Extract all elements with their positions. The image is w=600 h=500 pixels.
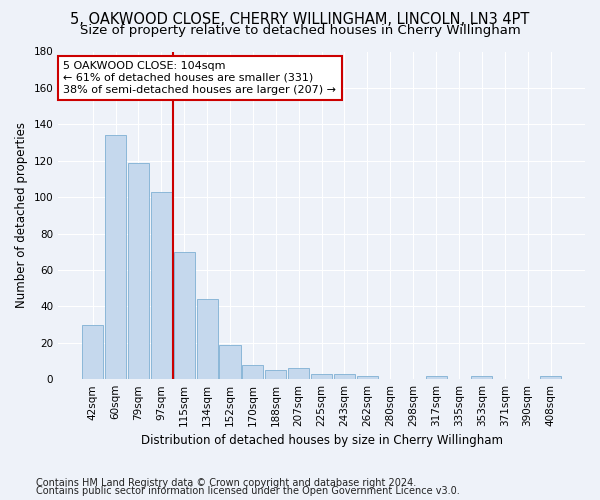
Bar xyxy=(357,376,378,379)
Bar xyxy=(265,370,286,379)
Bar xyxy=(242,364,263,379)
Text: Contains public sector information licensed under the Open Government Licence v3: Contains public sector information licen… xyxy=(36,486,460,496)
Bar xyxy=(197,299,218,379)
Bar xyxy=(540,376,561,379)
Bar xyxy=(311,374,332,379)
Bar xyxy=(472,376,493,379)
Text: 5 OAKWOOD CLOSE: 104sqm
← 61% of detached houses are smaller (331)
38% of semi-d: 5 OAKWOOD CLOSE: 104sqm ← 61% of detache… xyxy=(64,62,337,94)
Bar xyxy=(288,368,309,379)
Bar xyxy=(151,192,172,379)
Bar xyxy=(105,135,126,379)
X-axis label: Distribution of detached houses by size in Cherry Willingham: Distribution of detached houses by size … xyxy=(140,434,503,448)
Bar xyxy=(220,344,241,379)
Bar xyxy=(425,376,446,379)
Bar xyxy=(128,162,149,379)
Text: 5, OAKWOOD CLOSE, CHERRY WILLINGHAM, LINCOLN, LN3 4PT: 5, OAKWOOD CLOSE, CHERRY WILLINGHAM, LIN… xyxy=(70,12,530,28)
Y-axis label: Number of detached properties: Number of detached properties xyxy=(15,122,28,308)
Bar xyxy=(173,252,195,379)
Text: Contains HM Land Registry data © Crown copyright and database right 2024.: Contains HM Land Registry data © Crown c… xyxy=(36,478,416,488)
Bar xyxy=(82,324,103,379)
Bar xyxy=(334,374,355,379)
Text: Size of property relative to detached houses in Cherry Willingham: Size of property relative to detached ho… xyxy=(80,24,520,37)
